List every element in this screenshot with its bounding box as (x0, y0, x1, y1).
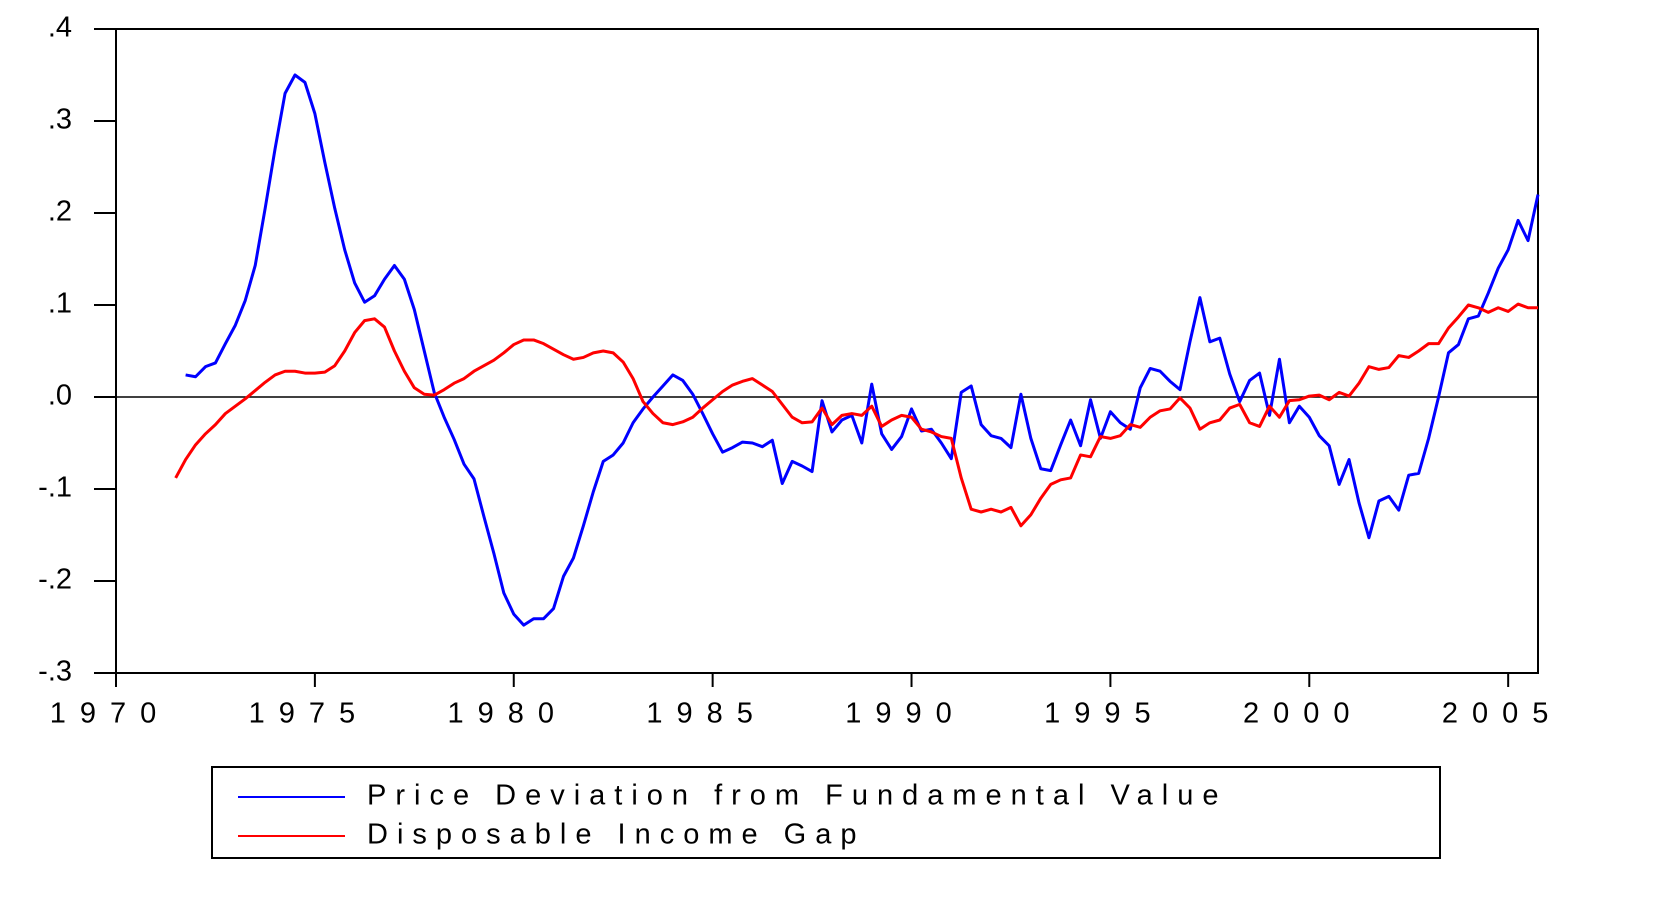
x-tick-label: 2005 (1442, 698, 1563, 730)
y-tick-label: .3 (48, 104, 72, 136)
x-tick-label: 1980 (448, 698, 569, 730)
x-tick-label: 1995 (1044, 698, 1165, 730)
x-tick-label: 1985 (646, 698, 767, 730)
legend-label: Disposable Income Gap (367, 819, 866, 851)
x-tick-label: 1975 (249, 698, 370, 730)
line-series (174, 302, 1538, 528)
y-tick-label: -.3 (38, 656, 72, 688)
x-tick-label: 1990 (845, 698, 966, 730)
x-tick-label: 1970 (50, 698, 171, 730)
legend-label: Price Deviation from Fundamental Value (367, 780, 1228, 812)
plot-frame (115, 28, 1539, 674)
line-series (185, 73, 1540, 627)
y-tick-label: .2 (48, 196, 72, 228)
x-tick-label: 2000 (1243, 698, 1364, 730)
y-tick-label: -.1 (38, 472, 72, 504)
y-tick-label: .4 (48, 12, 72, 44)
y-tick-label: -.2 (38, 564, 72, 596)
legend-box (211, 766, 1441, 859)
y-tick-label: .0 (48, 380, 72, 412)
y-tick-label: .1 (48, 288, 72, 320)
